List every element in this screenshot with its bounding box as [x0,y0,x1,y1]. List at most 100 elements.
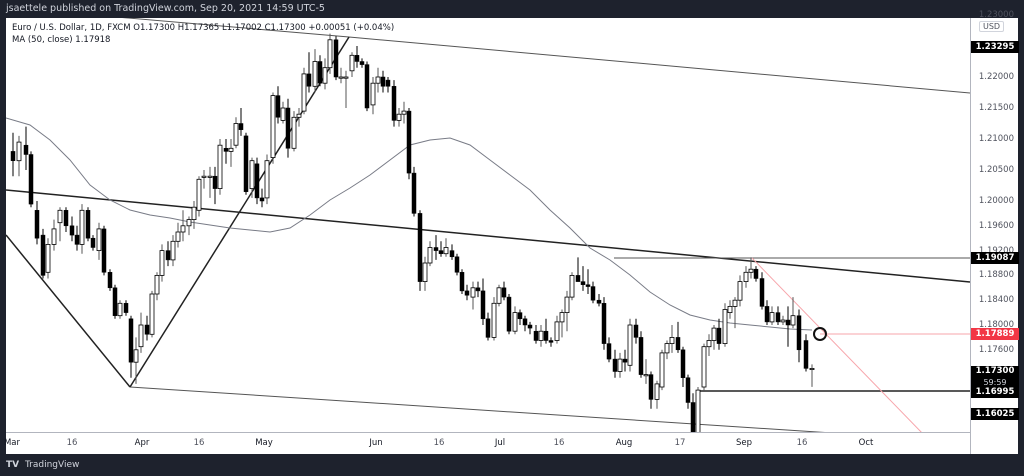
candle-down [580,281,586,285]
candle-down [501,287,507,298]
candle-up [16,141,22,162]
candle-down [464,290,470,296]
price-tag-high-line: 1.23295 [971,41,1019,53]
published-header: jsaettele published on TradingView.com, … [0,0,1024,18]
candle-up [512,312,518,332]
candle-up [327,39,333,69]
time-axis[interactable]: Mar 16 Apr 16 May Jun 16 Jul 16 Aug 17 Sep 16 Oct [4,432,970,454]
red-trendline [751,257,922,432]
chart-plot-area[interactable] [6,18,970,432]
price-tag-support: 1.16995 [971,386,1019,398]
candle-down [391,86,397,121]
candle-up [175,231,181,242]
time-tick-label: Apr [134,438,150,448]
candle-up [312,61,318,87]
price-tick-label: 1.19600 [978,220,1014,231]
candle-up [296,113,302,118]
candle-up [669,336,675,344]
candle-down [285,107,291,149]
candle-down [459,272,465,292]
candle-down [10,151,16,161]
channel-top-left-line [122,18,350,38]
ma-legend[interactable]: MA (50, close) 1.17918 [12,35,111,45]
time-tick-label: 16 [796,438,808,448]
time-tick-label: 16 [66,438,78,448]
candle-up [180,225,186,233]
candle-up [617,358,623,372]
candle-up [57,209,63,224]
candle-up [249,160,255,189]
time-tick-label: May [255,438,273,448]
candle-up [301,73,307,112]
candle-down [306,73,312,87]
v-left-line [6,234,131,388]
candle-up [559,312,565,323]
price-tick-label: 1.17600 [978,344,1014,355]
brand-name[interactable]: TradingView [24,460,80,470]
candle-down [144,324,150,335]
candle-down [575,275,581,282]
candlestick-chart[interactable] [6,18,970,432]
candle-up [748,268,754,273]
candle-up [201,175,207,178]
candle-up [538,330,544,341]
candle-up [564,296,570,314]
candle-down [317,61,323,84]
candle-down [680,349,686,378]
price-tick-label: 1.21500 [978,103,1014,113]
candle-up [159,250,165,276]
candle-down [238,123,244,130]
candle-down [433,247,439,251]
bar-countdown: 59:59 [983,378,1007,387]
price-tick-label: 1.23000 [978,10,1014,20]
candle-down [23,144,29,155]
candle-up [149,293,155,335]
candle-down [764,306,770,323]
candle-up [769,312,775,323]
candle-down [785,319,791,326]
candle-down [85,210,91,239]
candle-up [270,95,276,158]
channel-bottom-line [129,386,825,432]
candle-down [411,172,417,214]
candle-up [370,82,376,106]
time-tick-label: Oct [858,438,874,448]
candle-up [695,389,701,432]
candle-up [196,178,202,211]
candle-down [648,374,654,400]
price-tick-label: 1.20500 [978,165,1014,175]
candle-down [90,237,96,248]
candle-up [133,349,139,363]
candle-down [380,76,386,87]
candle-down [449,250,455,258]
candle-up [711,327,717,341]
candle-up [743,271,749,283]
candle-up [654,383,660,400]
candle-down [417,213,423,282]
currency-label[interactable]: USD [979,21,1005,32]
v-right-line [129,36,350,388]
candle-down [438,250,444,254]
tradingview-logo-icon[interactable]: TV [6,460,20,470]
candle-down [596,299,602,304]
candle-down [485,318,491,338]
price-tick-label: 1.22000 [978,72,1014,82]
candle-up [396,113,402,121]
time-tick-label: 16 [433,438,445,448]
channel-top-line [348,36,970,94]
candle-up [701,346,707,388]
candle-up [170,240,176,261]
price-tick-label: 1.19200 [978,245,1014,256]
candle-up [45,243,51,273]
candle-up [627,324,633,366]
candle-up [291,116,297,149]
candle-up [664,343,670,354]
price-axis[interactable]: USD 1.23000 1.22000 1.21500 1.21000 1.20500 1… [970,10,1019,454]
symbol-legend[interactable]: Euro / U.S. Dollar, 1D, FXCM O1.17300 H1… [12,23,395,33]
candle-up [706,340,712,348]
candle-up [217,144,223,189]
candle-down [585,284,591,287]
candle-up [375,76,381,84]
time-tick-label: Jul [494,438,506,448]
candle-up [117,302,123,317]
